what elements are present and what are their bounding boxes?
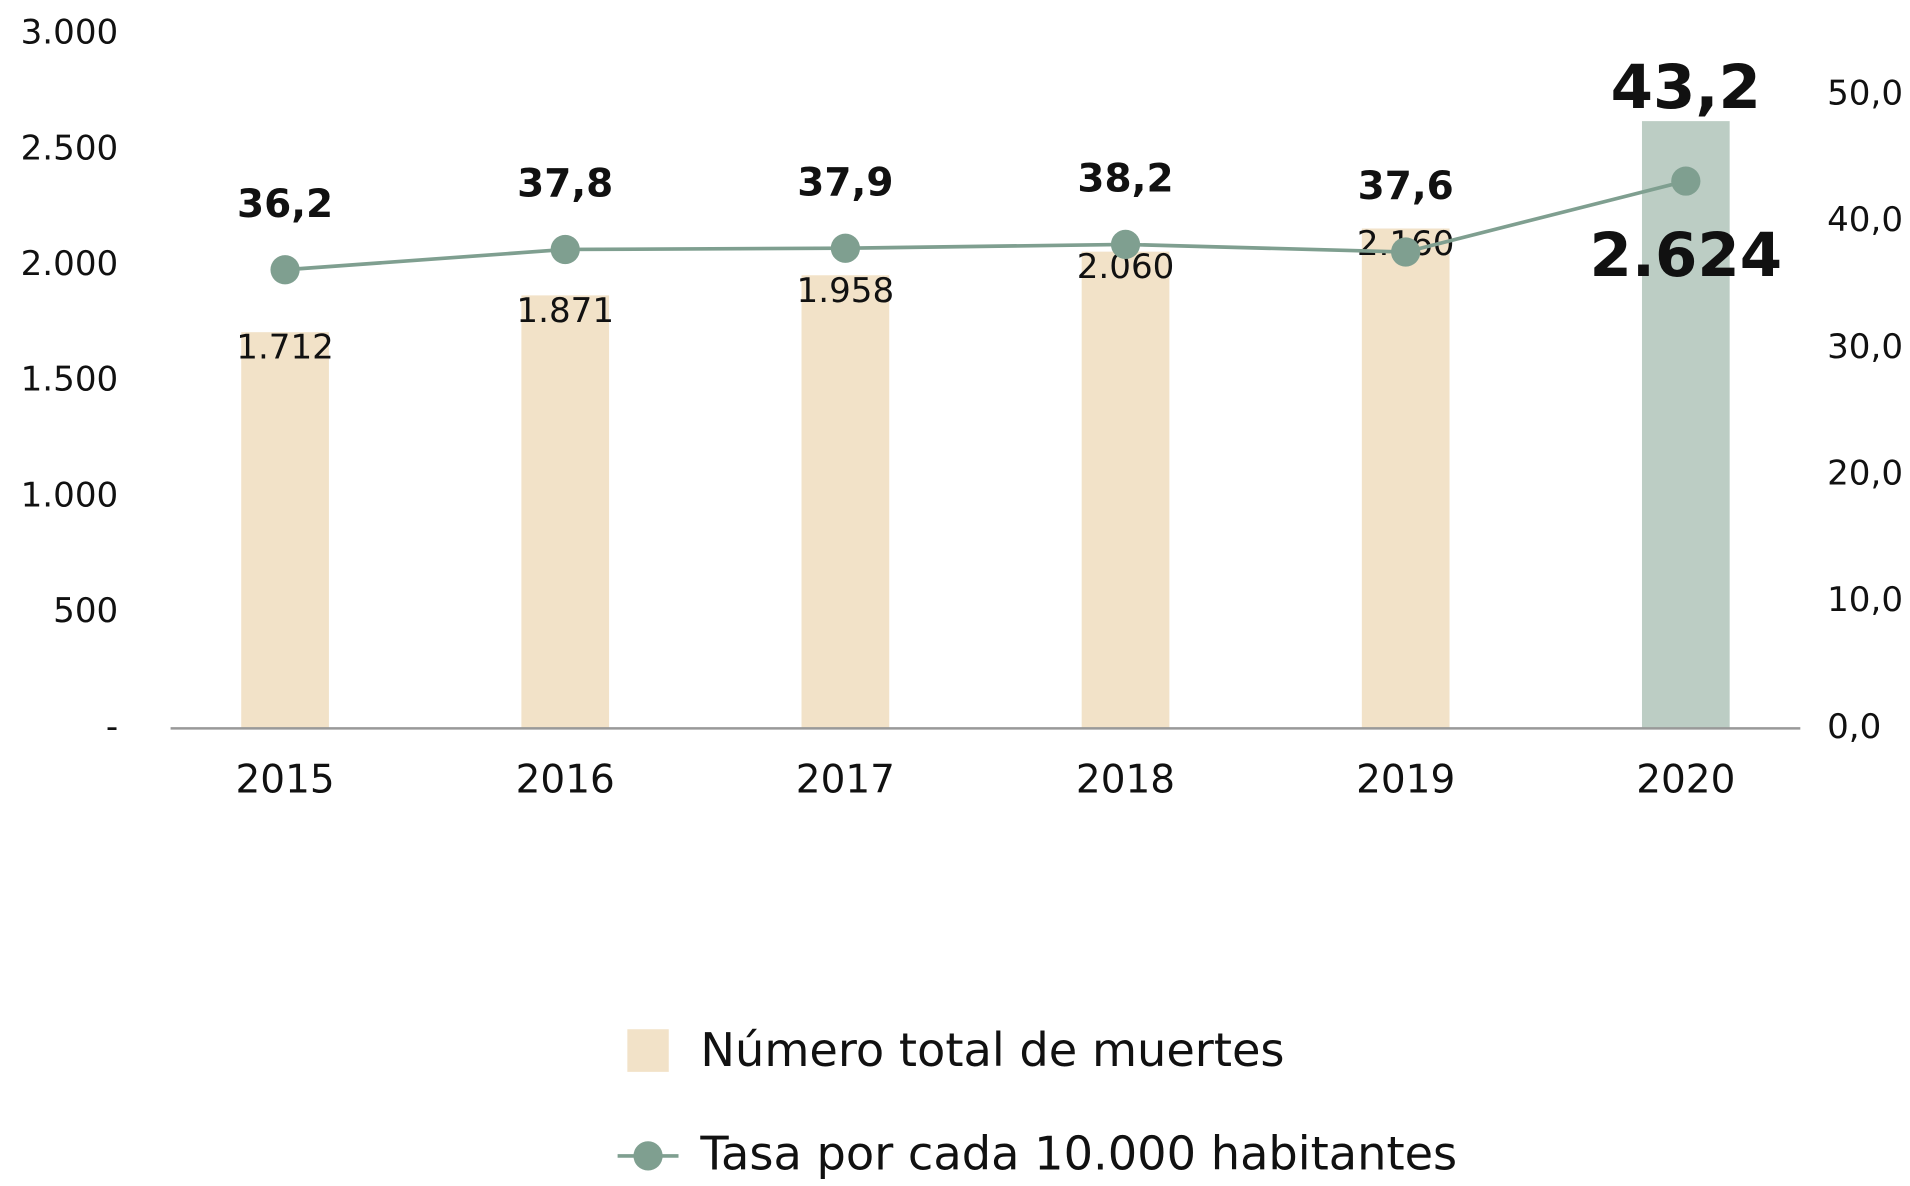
line-value-label: 37,9	[797, 160, 893, 205]
line-value-label: 36,2	[237, 182, 333, 227]
y2-tick-label: 20,0	[1827, 453, 1903, 493]
y2-tick-label: 30,0	[1827, 327, 1903, 367]
line-value-label: 37,6	[1358, 164, 1454, 209]
x-tick-label: 2015	[235, 757, 334, 802]
bar	[241, 332, 329, 729]
line-value-label: 38,2	[1077, 157, 1173, 202]
y-tick-label: 500	[53, 591, 118, 631]
legend-marker	[633, 1141, 663, 1171]
bar	[1641, 121, 1730, 729]
line-point	[1110, 229, 1141, 260]
line-value-label: 43,2	[1611, 52, 1761, 123]
line-point	[550, 234, 580, 265]
legend-swatch	[627, 1029, 669, 1072]
legend-label: Tasa por cada 10.000 habitantes	[699, 1127, 1457, 1181]
y-tick-label: 3.000	[21, 13, 119, 53]
line-point	[1391, 237, 1421, 267]
x-tick-label: 2019	[1356, 757, 1455, 802]
y2-tick-label: 40,0	[1827, 200, 1903, 240]
bar	[801, 275, 890, 729]
bar-value-label: 2.624	[1590, 220, 1783, 291]
y2-tick-label: 50,0	[1827, 73, 1903, 113]
line-point	[270, 255, 300, 285]
bar	[1081, 251, 1170, 729]
bar	[1361, 228, 1450, 729]
y-tick-label: 1.500	[21, 360, 119, 400]
y-tick-label: -	[106, 707, 118, 747]
x-tick-label: 2018	[1076, 757, 1175, 802]
line-value-label: 37,8	[517, 162, 613, 207]
bar-value-label: 1.958	[797, 271, 895, 311]
bar-value-label: 1.871	[516, 291, 614, 331]
x-tick-label: 2020	[1636, 757, 1735, 802]
bar	[521, 295, 610, 729]
x-tick-label: 2017	[796, 757, 895, 802]
line-point	[1671, 166, 1701, 196]
x-tick-label: 2016	[516, 757, 615, 802]
y-tick-label: 2.500	[21, 128, 119, 168]
y-tick-label: 2.000	[21, 244, 119, 284]
legend-label: Número total de muertes	[700, 1023, 1284, 1077]
bar-value-label: 1.712	[236, 328, 334, 368]
line-point	[830, 233, 860, 263]
y2-tick-label: 0,0	[1827, 707, 1881, 747]
line	[284, 179, 1687, 272]
y-tick-label: 1.000	[21, 475, 119, 515]
y2-tick-label: 10,0	[1827, 580, 1903, 620]
